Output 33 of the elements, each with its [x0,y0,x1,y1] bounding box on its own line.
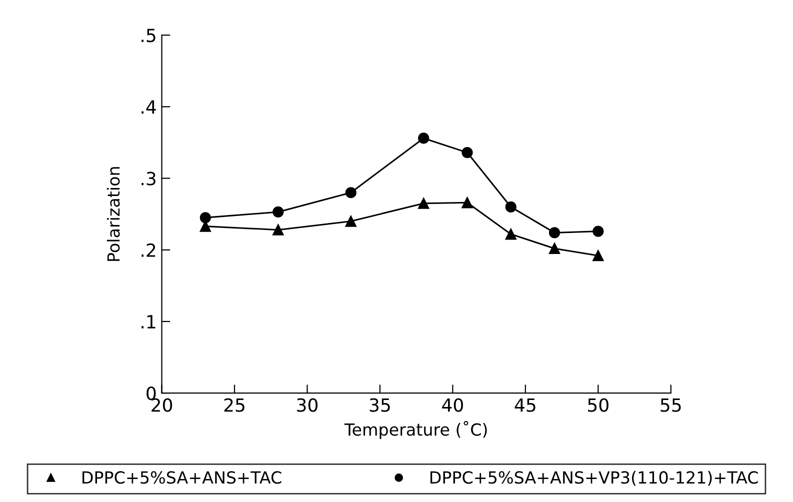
x-tick-label: 40 [442,398,463,412]
legend-label: DPPC+5%SA+ANS+TAC [82,471,282,484]
point [418,132,430,144]
x-tick-label: 35 [370,398,390,412]
x-tick-label: 45 [514,398,536,412]
y-axis-title: Polarization [106,167,120,261]
point [462,146,473,158]
x-tick-label: 20 [152,398,172,412]
point [462,197,473,208]
y-tick-label: 0 [146,386,156,400]
point [548,242,560,254]
point [345,187,356,198]
point [505,228,516,240]
point [505,201,516,212]
y-tick-label: .2 [142,243,156,257]
x-axis-title: Temperature (˚C) [344,420,487,440]
point [548,227,560,238]
point [592,250,604,262]
y-tick-label: .5 [142,28,156,42]
point [272,224,284,236]
y-tick-label: .3 [142,172,156,186]
x-tick-label: 30 [297,398,318,412]
y-tick-label: .4 [142,100,156,114]
legend-label: DPPC+5%SA+ANS+VP3(110-121)+TAC [430,470,758,486]
y-tick-label: .1 [142,315,156,328]
x-tick-label: 50 [588,398,608,412]
x-tick-label: 25 [224,398,244,412]
point [418,198,430,209]
point [200,212,211,224]
point [592,226,604,237]
point [272,206,284,218]
x-tick-label: 55 [660,398,681,412]
point [345,216,356,227]
